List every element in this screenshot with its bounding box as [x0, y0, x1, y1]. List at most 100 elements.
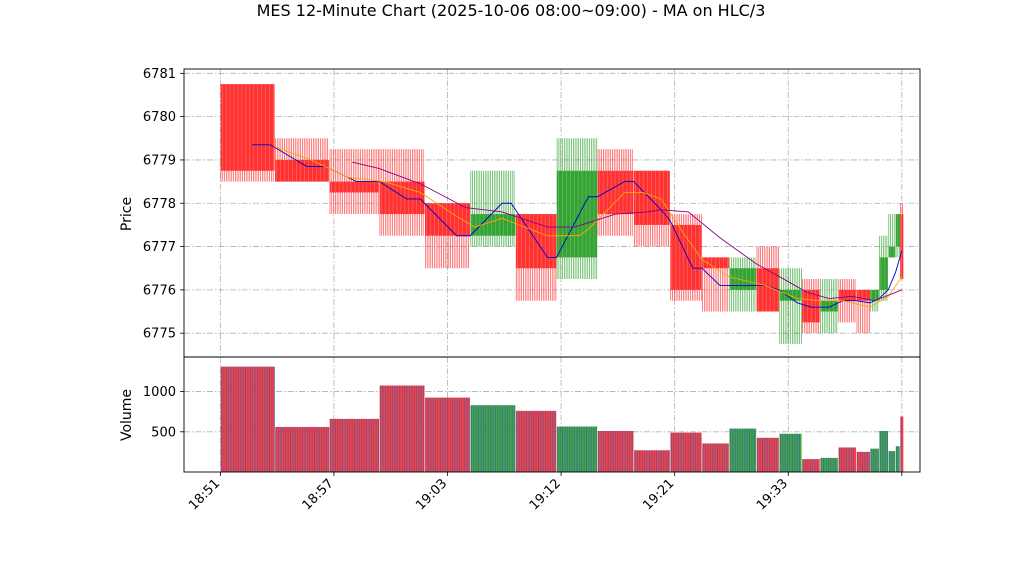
- candle: [379, 149, 425, 236]
- candle-body-stripes: [471, 214, 512, 236]
- volume-bar-stripes: [879, 430, 888, 472]
- volume-bar: [856, 451, 871, 472]
- volume-bar: [470, 405, 516, 472]
- candle-body: [820, 300, 838, 312]
- candle: [779, 268, 802, 345]
- candle-body: [425, 203, 470, 236]
- candle-body: [275, 159, 330, 182]
- ma-line-2: [274, 146, 903, 308]
- x-tick-label: 19:33: [754, 476, 791, 513]
- candle: [275, 138, 330, 182]
- candle: [556, 138, 598, 280]
- volume-bar: [670, 432, 702, 472]
- volume-bar: [888, 451, 896, 472]
- volume-bar-stripes: [425, 397, 470, 472]
- volume-bar-stripes: [516, 410, 556, 472]
- candle-wick: [856, 289, 870, 334]
- volume-axis-label: Volume: [119, 389, 135, 441]
- volume-tick-label: 500: [151, 425, 176, 440]
- volume-bar: [329, 418, 380, 472]
- volume-bar-stripes: [330, 418, 380, 472]
- candle-body: [729, 268, 757, 290]
- candle: [820, 279, 838, 334]
- volume-bar-stripes: [757, 437, 778, 472]
- price-tick-label: 6778: [143, 197, 176, 212]
- volume-bar: [838, 447, 857, 472]
- candle: [729, 257, 757, 312]
- candle-body: [329, 181, 380, 193]
- volume-bar-stripes: [802, 459, 818, 472]
- x-tick-label: 18:51: [186, 476, 223, 513]
- price-tick-label: 6776: [143, 283, 176, 298]
- candle-body: [802, 289, 820, 323]
- volume-bar-stripes: [598, 430, 633, 472]
- volume-bar-stripes: [820, 457, 837, 472]
- price-tick-label: 6780: [143, 110, 176, 125]
- volume-bar-stripes: [870, 448, 879, 472]
- volume-bar: [556, 426, 598, 472]
- volume-bar: [515, 410, 557, 472]
- price-plot-area: [220, 84, 904, 345]
- volume-bar-stripes: [470, 405, 516, 472]
- price-tick-label: 6781: [143, 67, 176, 82]
- price-axis-label: Price: [119, 197, 135, 231]
- volume-bar: [275, 426, 330, 472]
- volume-bar: [802, 459, 820, 472]
- volume-bar-fill: [895, 446, 900, 472]
- volume-bar-stripes: [557, 426, 597, 472]
- volume-bar-stripes: [888, 451, 895, 472]
- volume-bar: [597, 430, 634, 472]
- candle-wick: [779, 268, 802, 345]
- volume-bar: [729, 428, 757, 472]
- candle-body: [756, 268, 779, 312]
- volume-bar-fill: [856, 451, 870, 472]
- candle-body: [702, 257, 729, 269]
- x-tick-label: 19:12: [527, 476, 564, 513]
- volume-bar-stripes: [857, 451, 871, 472]
- candle: [879, 235, 888, 301]
- candle: [702, 257, 729, 312]
- candle-body: [900, 214, 904, 280]
- candle-body: [220, 84, 275, 171]
- volume-bar-stripes: [779, 433, 801, 472]
- candle-body-stripes: [221, 84, 274, 171]
- volume-bar: [879, 430, 888, 472]
- candle-body-stripes: [330, 181, 379, 193]
- candle-body: [670, 224, 702, 290]
- volume-bar: [900, 416, 904, 472]
- candle-body: [895, 214, 900, 247]
- candle-body: [634, 170, 670, 225]
- ma-line-3: [351, 161, 902, 302]
- candle-wick: [888, 214, 895, 258]
- volume-bar: [702, 443, 729, 472]
- candle-body-stripes: [871, 289, 877, 301]
- candle-body-stripes: [821, 300, 838, 312]
- candle-body-stripes: [517, 214, 554, 269]
- volume-bar-stripes: [729, 428, 755, 472]
- volume-bar-stripes: [634, 450, 670, 472]
- candle-body-stripes: [889, 246, 895, 258]
- candle: [670, 214, 702, 301]
- candle-body-stripes: [558, 170, 595, 258]
- chart-title: MES 12-Minute Chart (2025-10-06 08:00~09…: [257, 1, 766, 20]
- candle: [634, 170, 670, 247]
- volume-bar: [870, 448, 879, 472]
- candle: [856, 289, 870, 334]
- candle-body: [870, 289, 879, 301]
- candle: [900, 203, 904, 280]
- candle: [802, 279, 820, 334]
- x-tick-label: 19:21: [640, 476, 677, 513]
- x-tick-label: 18:57: [300, 476, 337, 513]
- volume-bar: [634, 450, 670, 472]
- candle-body: [888, 246, 896, 258]
- candle: [220, 84, 275, 182]
- candle: [888, 214, 896, 258]
- price-tick-label: 6779: [143, 153, 176, 168]
- ma-line-1: [252, 144, 903, 308]
- candle-body: [879, 257, 888, 290]
- volume-bar-stripes: [670, 432, 701, 472]
- candle-body: [556, 170, 598, 258]
- candle: [895, 214, 901, 258]
- volume-frame: [183, 356, 921, 473]
